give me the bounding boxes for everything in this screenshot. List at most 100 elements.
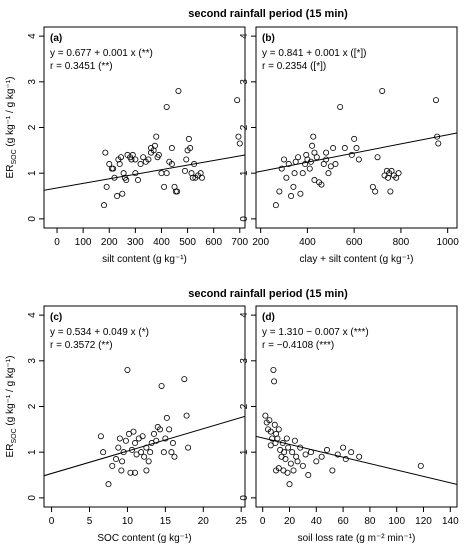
panel-a-y-label-sub: SOC: [11, 149, 18, 164]
panel-b-data-point: [330, 145, 337, 152]
panel-b-data-point: [337, 103, 344, 110]
panel-a-y-label-rest: (g kg⁻¹ / g kg⁻¹): [5, 77, 16, 150]
panel-d-data-point: [299, 462, 306, 469]
panel-b-data-point: [311, 149, 318, 156]
panel-d-x-tick-label: 20: [284, 516, 296, 527]
panel-a-data-point: [110, 165, 117, 172]
panel-c-data-point: [109, 462, 116, 469]
panel-c-data-point: [139, 433, 146, 440]
panel-d-data-point: [342, 456, 349, 463]
panel-d-data-point: [267, 442, 274, 449]
panel-c-data-point: [132, 440, 139, 447]
panel-c-data-point: [150, 430, 157, 437]
panel-a-data-point: [158, 170, 165, 177]
panel-b-data-point: [297, 190, 304, 197]
panel-d-data-point: [284, 469, 291, 476]
panel-b-data-point: [323, 156, 330, 163]
panel-b-regression-line: [256, 132, 457, 173]
panel-d-y-tick-label: 4: [239, 312, 250, 318]
panel-d-x-tick-label: 100: [388, 516, 405, 527]
panel-d-data-point: [348, 449, 355, 456]
panel-b-data-point: [435, 140, 442, 147]
panel-d-data-point: [305, 472, 312, 479]
panel-c-y-label-main: ER: [5, 444, 16, 458]
panel-b-data-point: [385, 174, 392, 181]
panel-d-x-axis-label: soil loss rate (g m⁻² min⁻¹): [298, 533, 416, 544]
panel-a-y-axis-label: ERSOC (g kg⁻¹ / g kg⁻¹): [5, 77, 18, 179]
panel-a-data-point: [236, 140, 243, 147]
panel-c-data-point: [160, 449, 167, 456]
panel-d-data-point: [313, 458, 320, 465]
panel-d-data-point: [417, 462, 424, 469]
panel-d-data-point: [275, 465, 282, 472]
panel-d-data-point: [334, 451, 341, 458]
panel-b-data-point: [432, 97, 439, 104]
panel-b-x-tick-label: 800: [393, 237, 410, 248]
panel-c-data-point: [169, 440, 176, 447]
panel-b-data-point: [320, 161, 327, 168]
panel-c-data-point: [127, 469, 134, 476]
panel-c-y-tick-label: 3: [27, 358, 38, 364]
panel-b-data-point: [434, 133, 441, 140]
panel-a-data-point: [189, 174, 196, 181]
panel-b-data-point: [325, 170, 332, 177]
panel-c-panel-label: (c): [50, 312, 62, 323]
panel-c-x-axis-label: SOC content (g kg⁻¹): [97, 533, 191, 544]
panel-a-x-tick-label: 0: [54, 237, 60, 248]
panel-a-data-point: [191, 161, 198, 168]
panel-d-y-tick-label: 0: [239, 495, 250, 501]
panel-c-data-point: [162, 435, 169, 442]
panel-a-data-point: [119, 190, 126, 197]
panel-b-data-point: [310, 133, 317, 140]
panel-d-data-point: [271, 378, 278, 385]
panel-d-equation: y = 1.310 − 0.007 x (***): [262, 327, 369, 338]
panel-b-data-point: [323, 149, 330, 156]
panel-b-data-point: [313, 154, 320, 161]
panel-c-data-point: [181, 376, 188, 383]
panel-a-data-point: [235, 133, 242, 140]
panel-c-data-point: [145, 458, 152, 465]
panel-a-data-point: [153, 133, 160, 140]
panel-b-y-tick-label: 0: [239, 216, 250, 222]
panel-d-data-point: [297, 444, 304, 451]
panel-b-equation: y = 0.841 + 0.001 x ([*]): [262, 48, 367, 59]
panel-a-regression-line: [44, 154, 245, 191]
panel-a-x-tick-label: 400: [153, 237, 170, 248]
panel-d-data-point: [285, 444, 292, 451]
panel-c-data-point: [157, 426, 164, 433]
panel-b-data-point: [283, 174, 290, 181]
panel-a-x-tick-label: 700: [231, 237, 248, 248]
panel-d-data-point: [287, 460, 294, 467]
panel-c-r-value: r = 0.3572 (**): [50, 340, 113, 351]
panel-a-data-point: [148, 145, 155, 152]
panel-b-data-point: [272, 202, 279, 209]
panel-c-data-point: [128, 446, 135, 453]
bottom-figure-title: second rainfall period (15 min): [188, 288, 348, 300]
panel-a-y-label-main: ER: [5, 165, 16, 179]
panel-a-x-tick-label: 200: [101, 237, 118, 248]
panel-c-data-point: [143, 444, 150, 451]
panel-b-data-point: [306, 165, 313, 172]
panel-b-r-value: r = 0.2354 ([*]): [262, 61, 326, 72]
panel-a-data-point: [163, 170, 170, 177]
top-figure-title: second rainfall period (15 min): [188, 8, 348, 20]
panel-a-data-point: [155, 151, 162, 158]
panel-d-data-point: [262, 412, 269, 419]
panel-d-regression-line: [256, 435, 457, 485]
panel-b-data-point: [309, 142, 316, 149]
panel-d-data-point: [340, 444, 347, 451]
panel-c-data-point: [116, 435, 123, 442]
panel-d-data-point: [329, 467, 336, 474]
panel-a-x-axis-label: silt content (g kg⁻¹): [102, 254, 187, 265]
panel-a-data-point: [102, 149, 109, 156]
panel-d-r-value: r = −0.4108 (***): [262, 340, 334, 351]
panel-c-data-point: [125, 430, 132, 437]
panel-c-data-point: [158, 382, 165, 389]
panel-c-x-tick-label: 20: [198, 516, 210, 527]
panel-c-data-point: [141, 453, 148, 460]
panel-b-data-point: [372, 188, 379, 195]
panel-d-data-point: [282, 456, 289, 463]
panel-c-data-point: [147, 449, 154, 456]
panel-d-data-point: [281, 449, 288, 456]
panel-b-y-tick-label: 1: [239, 170, 250, 176]
